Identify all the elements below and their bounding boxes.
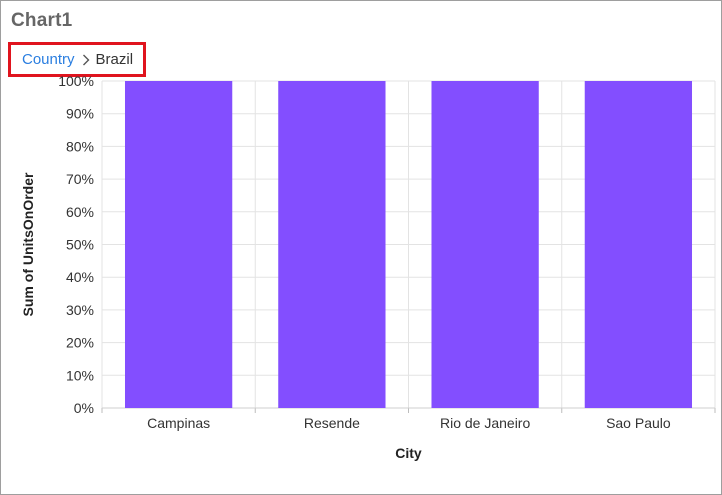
x-tick-label: Campinas	[147, 415, 210, 431]
y-axis-ticks: 0% 10% 20% 30% 40% 50% 60% 70% 80% 90% 100%	[58, 73, 94, 416]
breadcrumb-current: Brazil	[95, 51, 134, 68]
x-tick-label: Sao Paulo	[606, 415, 671, 431]
y-tick-label: 70%	[66, 171, 94, 187]
y-tick-label: 90%	[66, 106, 94, 122]
y-tick-label: 0%	[74, 400, 94, 416]
y-tick-label: 30%	[66, 302, 94, 318]
chevron-right-icon	[82, 54, 90, 65]
bar[interactable]	[278, 81, 386, 408]
x-axis-ticks: Campinas Resende Rio de Janeiro Sao Paulo	[147, 415, 671, 431]
chart-title: Chart1	[11, 10, 73, 31]
x-axis-title: City	[395, 445, 422, 461]
bar-series	[124, 81, 693, 408]
y-tick-label: 10%	[66, 367, 94, 383]
y-tick-label: 80%	[66, 138, 94, 154]
bar[interactable]	[124, 81, 233, 408]
x-tick-label: Resende	[304, 415, 360, 431]
y-tick-label: 40%	[66, 269, 94, 285]
breadcrumb-country-link[interactable]: Country	[22, 51, 75, 68]
x-tick-label: Rio de Janeiro	[440, 415, 530, 431]
y-tick-label: 50%	[66, 237, 94, 253]
y-tick-label: 100%	[58, 73, 94, 89]
bar[interactable]	[584, 81, 693, 408]
y-tick-label: 20%	[66, 335, 94, 351]
bar[interactable]	[431, 81, 539, 408]
y-tick-label: 60%	[66, 204, 94, 220]
y-axis-title: Sum of UnitsOnOrder	[20, 172, 36, 316]
breadcrumb: Country Brazil	[8, 42, 146, 77]
